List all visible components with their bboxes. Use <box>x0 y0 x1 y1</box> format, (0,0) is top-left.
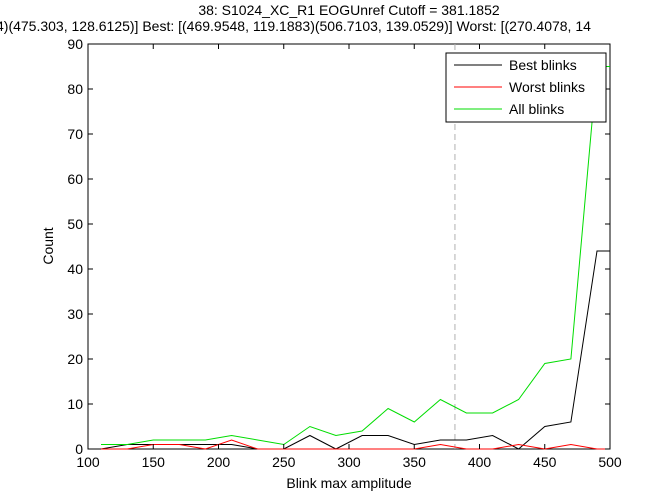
x-tick-label: 350 <box>403 454 427 470</box>
x-tick-label: 400 <box>468 454 492 470</box>
x-tick-label: 200 <box>207 454 231 470</box>
chart-title-line-1: 38: S1024_XC_R1 EOGUnref Cutoff = 381.18… <box>198 2 500 18</box>
legend-label: Best blinks <box>509 57 577 73</box>
y-tick-label: 30 <box>67 306 83 322</box>
chart-title-line-2: 4)(475.303, 128.6125)] Best: [(469.9548,… <box>0 18 591 34</box>
y-tick-label: 40 <box>67 261 83 277</box>
legend: Best blinks Worst blinks All blinks <box>445 52 607 123</box>
series-line-2 <box>101 439 610 450</box>
y-tick-label: 60 <box>67 171 83 187</box>
x-tick-label: 450 <box>533 454 557 470</box>
legend-label: All blinks <box>509 101 564 117</box>
x-tick-label: 500 <box>598 454 622 470</box>
x-axis-label: Blink max amplitude <box>286 475 411 491</box>
y-tick-label: 0 <box>75 441 83 457</box>
y-tick-label: 20 <box>67 351 83 367</box>
ticks-layer: 100 150 200 250 300 350 400 450 500 0 10 20 30 40 50 60… <box>67 36 621 470</box>
series-line-3 <box>101 66 610 446</box>
y-tick-label: 70 <box>67 126 83 142</box>
x-tick-label: 250 <box>272 454 296 470</box>
y-tick-label: 50 <box>67 216 83 232</box>
x-tick-label: 100 <box>76 454 100 470</box>
x-tick-label: 300 <box>337 454 361 470</box>
x-tick-label: 150 <box>142 454 166 470</box>
y-tick-label: 90 <box>67 36 83 52</box>
y-axis-label: Count <box>40 227 56 264</box>
series-layer <box>100 66 610 450</box>
y-tick-label: 10 <box>67 396 83 412</box>
legend-label: Worst blinks <box>509 79 585 95</box>
y-tick-label: 80 <box>67 81 83 97</box>
series-line-1 <box>100 250 610 450</box>
